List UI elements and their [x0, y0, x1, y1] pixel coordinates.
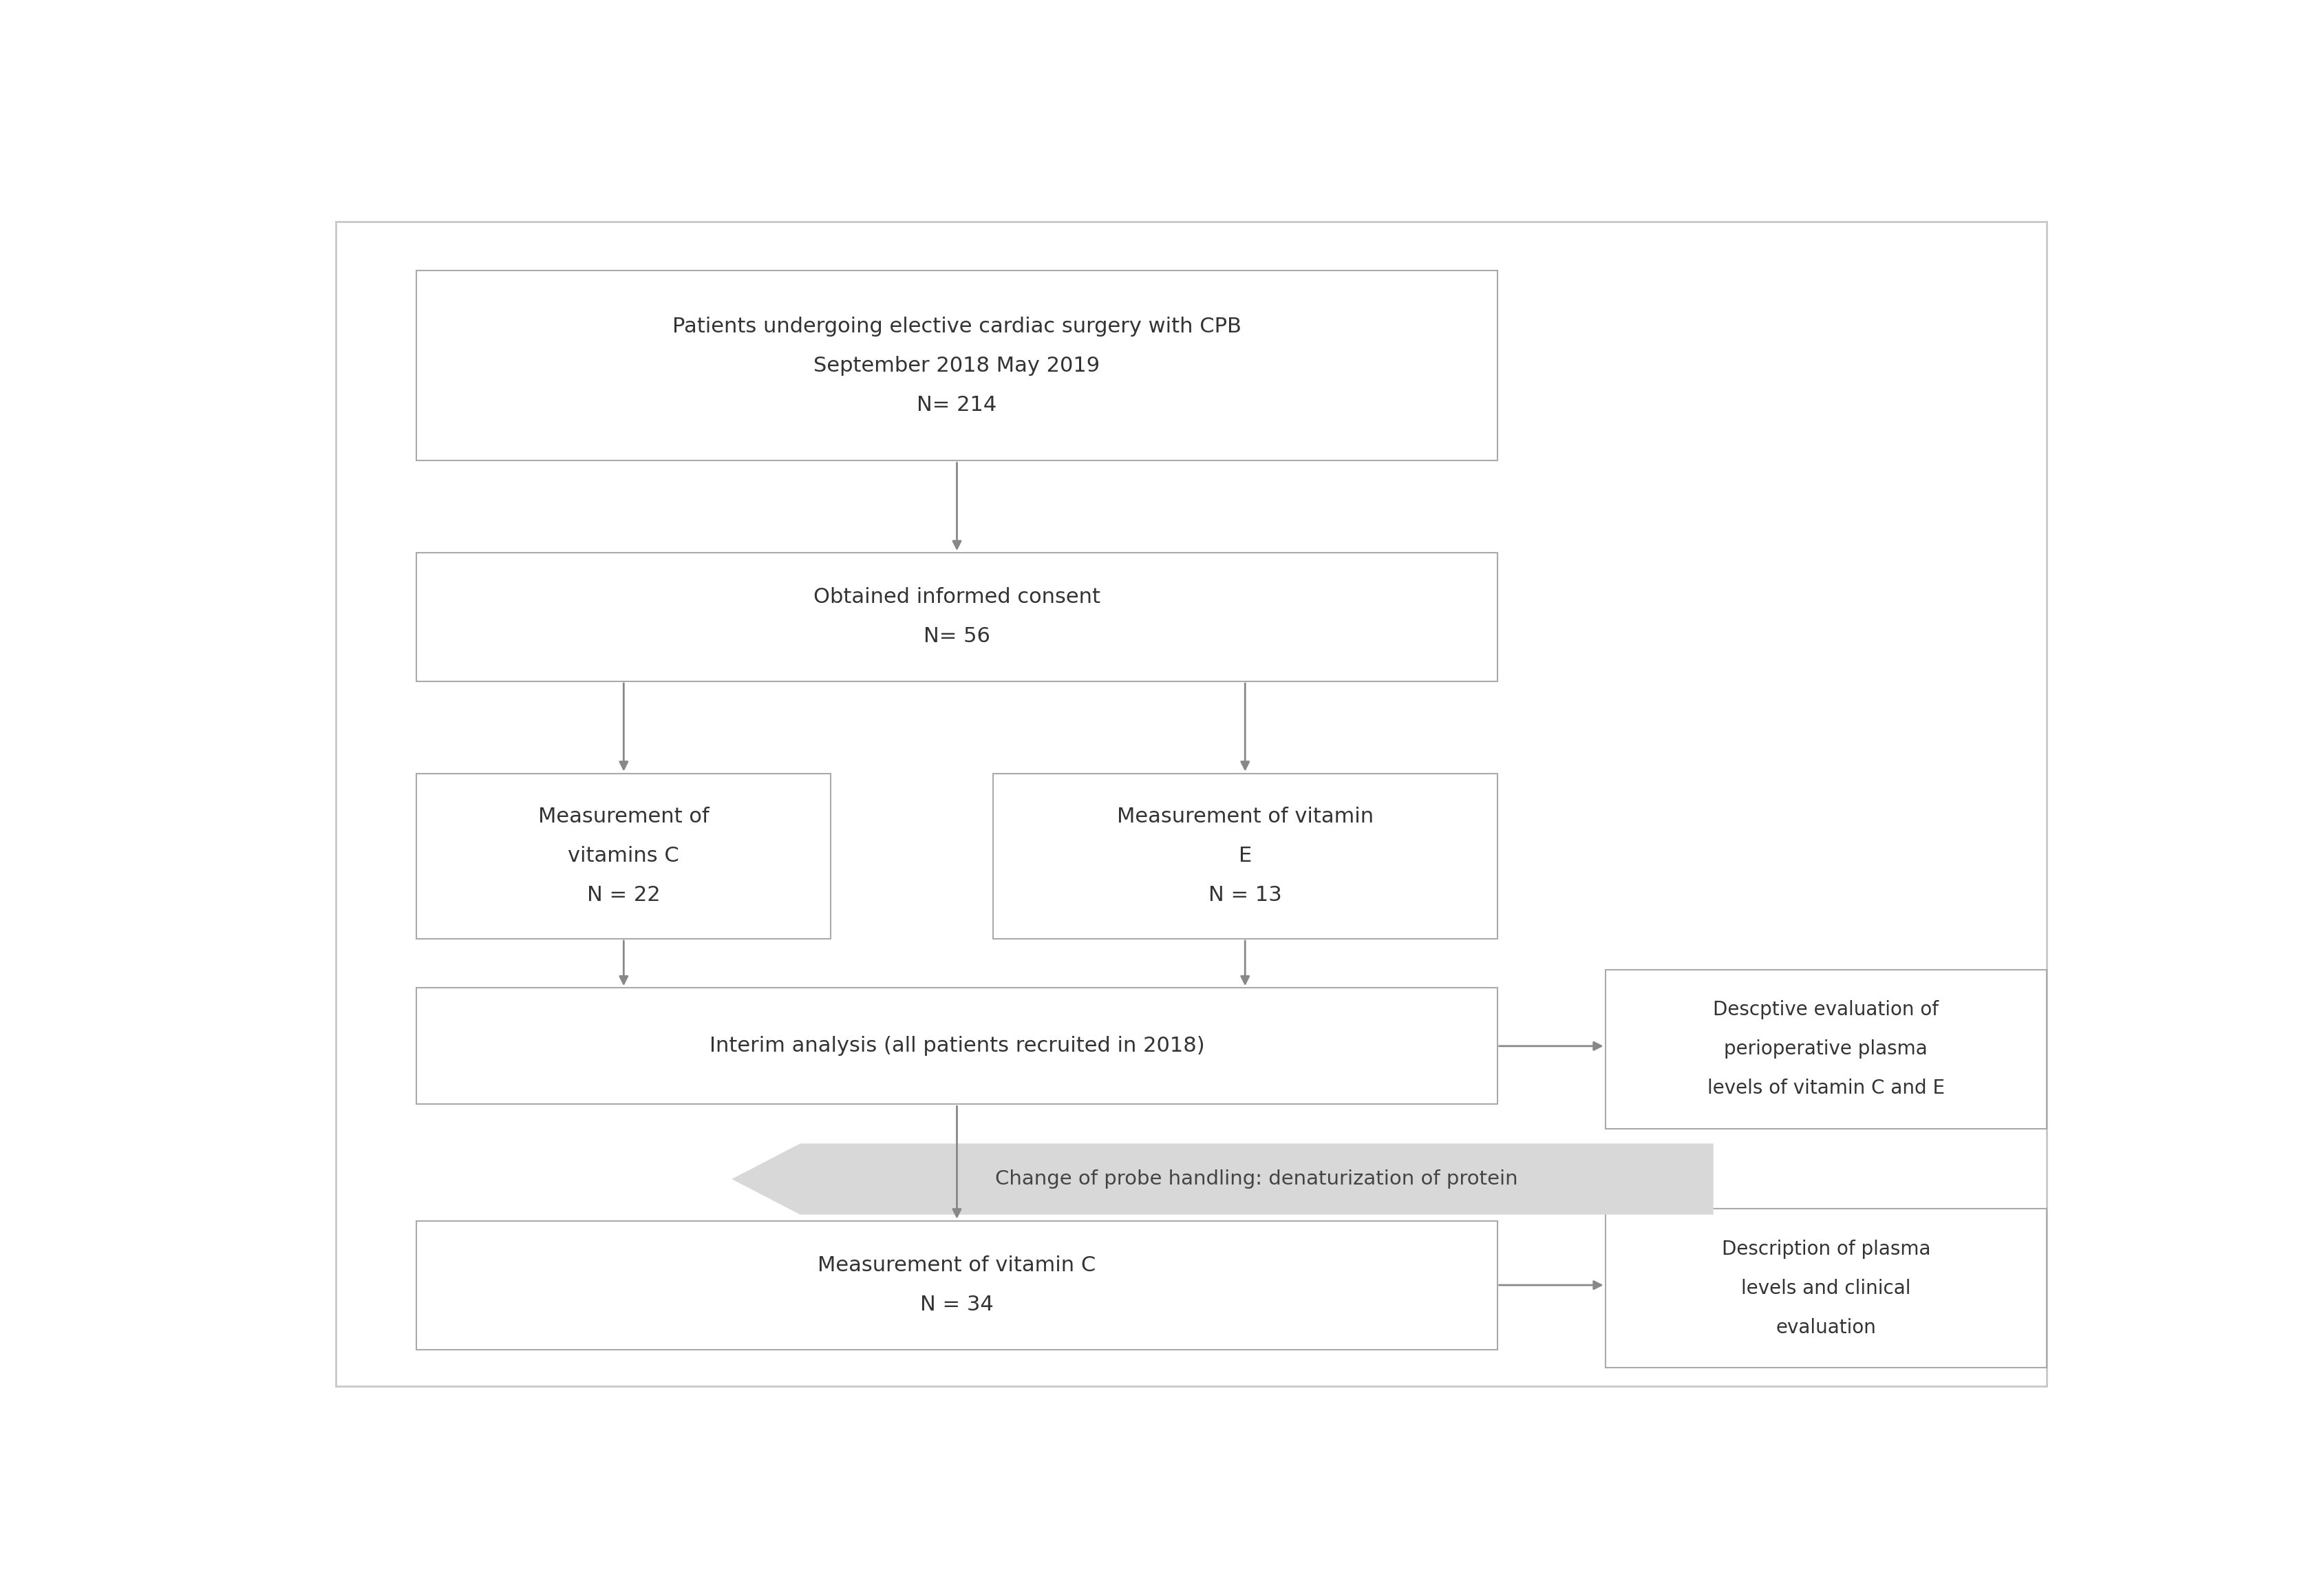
Text: N= 56: N= 56 — [923, 627, 990, 646]
Text: N = 22: N = 22 — [588, 885, 660, 906]
Text: Measurement of vitamin: Measurement of vitamin — [1118, 807, 1373, 826]
Text: Description of plasma: Description of plasma — [1722, 1239, 1931, 1259]
FancyBboxPatch shape — [992, 774, 1497, 939]
Text: levels and clinical: levels and clinical — [1741, 1278, 1910, 1297]
Text: N= 214: N= 214 — [918, 395, 997, 416]
Text: Measurement of vitamin C: Measurement of vitamin C — [818, 1256, 1097, 1275]
FancyBboxPatch shape — [416, 1221, 1497, 1350]
Text: Patients undergoing elective cardiac surgery with CPB: Patients undergoing elective cardiac sur… — [672, 317, 1241, 336]
Text: perioperative plasma: perioperative plasma — [1724, 1040, 1927, 1059]
Text: vitamins C: vitamins C — [567, 845, 679, 866]
Text: Descptive evaluation of: Descptive evaluation of — [1713, 1000, 1938, 1019]
Text: Interim analysis (all patients recruited in 2018): Interim analysis (all patients recruited… — [709, 1036, 1204, 1055]
Text: September 2018 May 2019: September 2018 May 2019 — [813, 355, 1099, 376]
FancyBboxPatch shape — [1606, 1208, 2047, 1368]
Text: E: E — [1239, 845, 1253, 866]
Text: N = 13: N = 13 — [1208, 885, 1283, 906]
Text: Obtained informed consent: Obtained informed consent — [813, 587, 1099, 608]
FancyBboxPatch shape — [416, 774, 832, 939]
Text: levels of vitamin C and E: levels of vitamin C and E — [1708, 1079, 1945, 1098]
Text: Measurement of: Measurement of — [539, 807, 709, 826]
FancyBboxPatch shape — [416, 552, 1497, 681]
FancyBboxPatch shape — [416, 987, 1497, 1105]
Text: evaluation: evaluation — [1776, 1318, 1875, 1337]
Text: N = 34: N = 34 — [920, 1294, 995, 1315]
Text: Change of probe handling: denaturization of protein: Change of probe handling: denaturization… — [995, 1170, 1518, 1189]
FancyBboxPatch shape — [1606, 970, 2047, 1129]
FancyBboxPatch shape — [335, 221, 2047, 1387]
Polygon shape — [732, 1143, 1713, 1215]
FancyBboxPatch shape — [416, 271, 1497, 460]
